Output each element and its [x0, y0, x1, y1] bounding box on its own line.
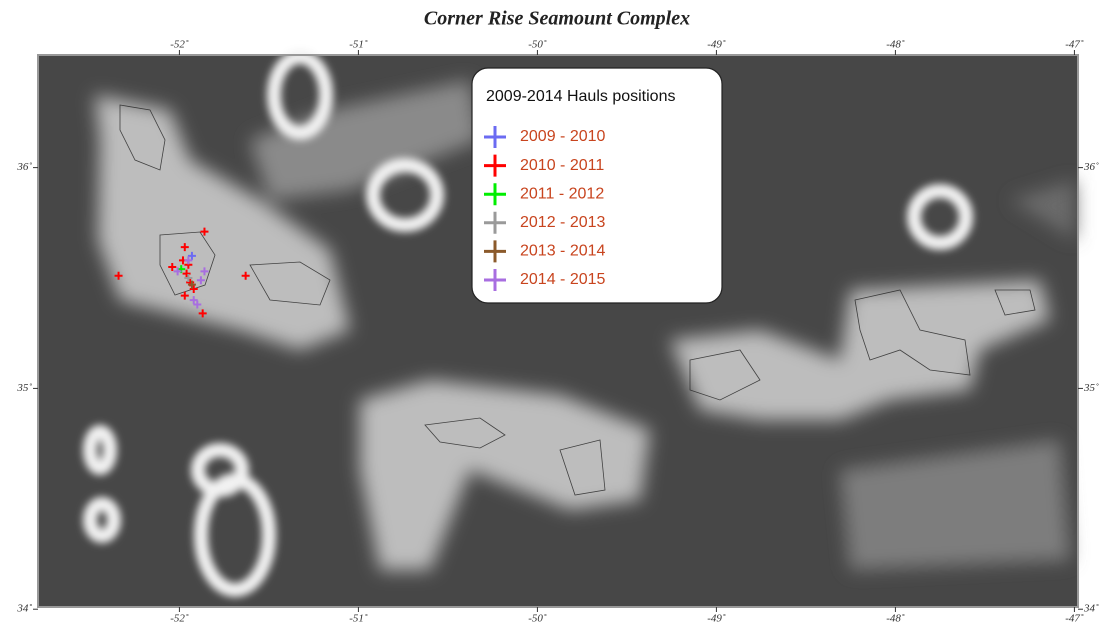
haul-marker — [200, 227, 209, 236]
legend-label: 2013 - 2014 — [520, 243, 606, 260]
haul-marker — [189, 285, 198, 294]
map-title: Corner Rise Seamount Complex — [424, 8, 690, 30]
x-tick-label: -51˚ — [349, 39, 368, 51]
haul-markers — [114, 227, 250, 318]
legend-marker — [484, 183, 506, 206]
x-tick-label: -49˚ — [707, 39, 726, 51]
x-tick-label: -47˚ — [1065, 39, 1084, 51]
y-tick-label: 34˚ — [1083, 603, 1099, 615]
x-tick-label: -48˚ — [886, 613, 905, 625]
haul-marker — [180, 243, 189, 252]
haul-marker — [187, 251, 196, 260]
x-tick-label: -50˚ — [528, 613, 547, 625]
haul-marker — [196, 276, 205, 285]
haul-marker — [182, 269, 191, 278]
legend-label: 2012 - 2013 — [520, 214, 606, 231]
x-tick-label: -47˚ — [1065, 613, 1084, 625]
x-tick-label: -51˚ — [349, 613, 368, 625]
legend-marker — [484, 240, 506, 263]
x-tick-label: -50˚ — [528, 39, 547, 51]
legend-label: 2011 - 2012 — [520, 185, 604, 202]
y-tick-label: 34˚ — [16, 603, 32, 615]
haul-marker — [187, 280, 196, 289]
x-tick-label: -48˚ — [886, 39, 905, 51]
x-tick-label: -52˚ — [170, 613, 189, 625]
legend-title: 2009-2014 Hauls positions — [486, 88, 675, 105]
legend-label: 2010 - 2011 — [520, 157, 604, 174]
legend: 2009-2014 Hauls positions 2009 - 2010 201… — [471, 67, 723, 304]
axes: -52˚ -52˚ -51˚ -51˚ -50˚ -50˚ -49˚ -49˚ -48˚ -48˚… — [16, 39, 1099, 625]
haul-marker — [168, 262, 177, 271]
y-tick-label: 36˚ — [1083, 161, 1099, 173]
haul-marker — [180, 291, 189, 300]
haul-marker — [114, 271, 123, 280]
legend-marker — [484, 211, 506, 234]
haul-marker — [200, 267, 209, 276]
haul-marker — [198, 309, 207, 318]
haul-marker — [189, 296, 198, 305]
legend-marker — [484, 126, 506, 148]
y-tick-label: 36˚ — [16, 161, 32, 173]
legend-label: 2014 - 2015 — [520, 271, 606, 288]
y-tick-label: 35˚ — [1083, 382, 1099, 394]
haul-marker — [193, 300, 202, 309]
y-tick-label: 35˚ — [16, 382, 32, 394]
legend-marker — [484, 154, 506, 177]
haul-marker — [184, 256, 193, 265]
x-tick-label: -52˚ — [170, 39, 189, 51]
x-tick-label: -49˚ — [707, 613, 726, 625]
legend-label: 2009 - 2010 — [520, 128, 606, 145]
haul-marker — [184, 274, 193, 283]
haul-marker — [173, 267, 182, 276]
haul-marker — [241, 271, 250, 280]
legend-marker — [484, 269, 506, 291]
